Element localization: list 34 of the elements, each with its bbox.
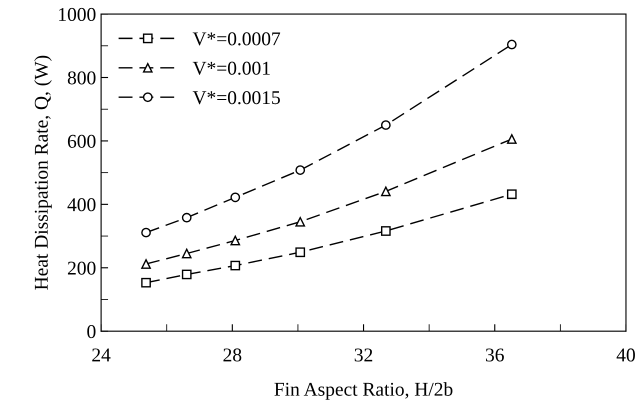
x-tick-label: 32 <box>354 348 372 362</box>
legend-label: V*=0.0007 <box>192 32 280 46</box>
point <box>230 192 240 202</box>
point <box>506 40 517 50</box>
point <box>295 247 306 258</box>
point <box>141 228 151 238</box>
point <box>380 226 391 236</box>
point <box>230 260 240 270</box>
x-tick-label: 24 <box>92 348 111 362</box>
y-axis-title: Heat Dissipation Rate, Q, (W) <box>34 56 52 290</box>
point <box>295 216 306 227</box>
y-tick-label: 0 <box>87 325 96 338</box>
y-tick-label: 1000 <box>59 8 96 22</box>
point <box>295 165 306 175</box>
point <box>141 259 151 269</box>
point <box>182 270 192 280</box>
point <box>506 189 517 200</box>
legend-label: V*=0.0015 <box>192 91 280 104</box>
point <box>380 120 391 130</box>
legend-label: V*=0.001 <box>192 62 270 75</box>
point <box>230 236 240 246</box>
point <box>182 212 192 223</box>
y-tick-label: 200 <box>68 262 96 275</box>
point <box>380 186 391 196</box>
x-axis-title: Fin Aspect Ratio, H/2b <box>274 382 452 400</box>
y-tick-label: 800 <box>68 71 96 84</box>
y-tick-label: 600 <box>68 134 96 148</box>
point <box>182 248 192 258</box>
x-tick-label: 36 <box>486 348 504 362</box>
x-tick-label: 40 <box>616 348 635 362</box>
x-tick-label: 28 <box>223 348 242 362</box>
point <box>506 134 517 144</box>
y-tick-label: 400 <box>67 198 96 212</box>
point <box>141 278 151 288</box>
